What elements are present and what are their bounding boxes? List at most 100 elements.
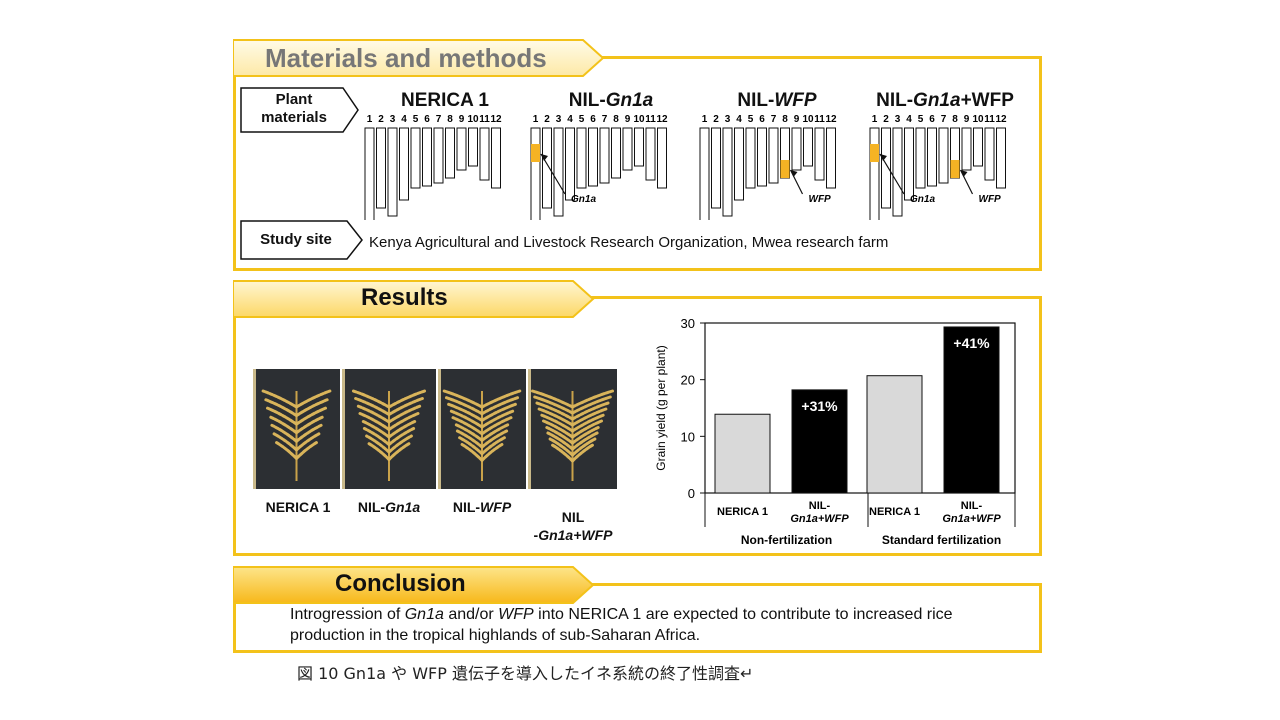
panicle-branch	[480, 442, 504, 462]
y-tick-label: 20	[681, 373, 695, 388]
chromosome-bar	[768, 127, 779, 184]
chromosome-bar	[622, 127, 633, 171]
panicle-branch	[571, 431, 599, 451]
panicle-branch	[365, 434, 391, 454]
panicle-branch	[360, 419, 391, 439]
panicle-branch	[571, 437, 597, 457]
chromosome-number: 1	[533, 114, 539, 125]
chromosome-bar	[553, 127, 564, 217]
chromosome-number: 10	[633, 114, 645, 125]
panicle-branch	[571, 443, 595, 463]
chromosome-number: 11	[645, 114, 656, 125]
arrow-line	[540, 153, 566, 195]
panicle-branch	[272, 432, 298, 452]
chromosome-number: 8	[782, 114, 788, 125]
panicle-branch	[480, 416, 513, 436]
panicle-branch	[571, 401, 610, 421]
panicle-photo-1	[342, 369, 436, 489]
category-label: Gn1a+WFP	[942, 513, 1001, 525]
chromosome-number: 1	[367, 114, 373, 125]
panicle-branch	[387, 397, 424, 416]
panicle-branch	[358, 412, 391, 431]
category-label: NIL-	[809, 500, 831, 512]
panicle-branch	[480, 389, 522, 409]
ruler-edge	[253, 369, 256, 489]
chromosome-bar	[645, 127, 656, 181]
chromosome-number: 2	[883, 114, 889, 125]
y-tick-label: 10	[681, 429, 695, 444]
chromosome-number: 12	[656, 114, 668, 125]
chromosome-bar	[565, 127, 575, 201]
panicle-branch	[480, 422, 511, 442]
chromosome-number: 12	[825, 114, 837, 125]
panicle-photos	[253, 369, 617, 489]
panicle-branch	[539, 413, 574, 433]
chromosome-bar	[984, 127, 995, 181]
chromosome-number: 12	[995, 114, 1007, 125]
chromosome-number: 5	[413, 114, 419, 125]
panicle-branch	[387, 404, 422, 424]
chromosome-number: 5	[748, 114, 754, 125]
panicle-branch	[571, 407, 608, 427]
chromosome-number: 2	[544, 114, 550, 125]
chromosome-bar	[491, 127, 501, 189]
category-label: NERICA 1	[869, 506, 920, 518]
chromosome-bar	[927, 127, 937, 187]
chromosome-bar	[869, 127, 880, 220]
figure-caption: 図 10 Gn1a や WFP 遺伝子を導入したイネ系統の終了性調査↵	[297, 664, 754, 683]
chromosome-bar	[588, 127, 598, 187]
variety-title-nil-wfp: NIL-WFP	[737, 90, 817, 111]
arrow-head	[790, 170, 798, 177]
panicle-branch	[455, 429, 484, 449]
panicle-branch	[571, 413, 606, 433]
chromosome-bar	[892, 127, 903, 217]
chromosome-bar	[468, 127, 478, 167]
bar-label: +41%	[953, 335, 990, 351]
ruler-edge	[528, 369, 531, 489]
chromosome-bar	[745, 127, 756, 189]
panicle-branch	[295, 432, 321, 452]
chromosome-number: 2	[713, 114, 719, 125]
chromosome-number: 7	[602, 114, 608, 125]
plant-materials-tag	[240, 87, 359, 133]
panicle-branch	[442, 389, 484, 409]
panicle-branch	[480, 429, 509, 449]
gene-label: WFP	[979, 194, 1002, 205]
chromosome-number: 6	[759, 114, 765, 125]
panicle-branch	[571, 425, 601, 445]
gene-label: Gn1a	[571, 194, 596, 205]
panicle-branch	[453, 422, 484, 442]
panicle-branch	[531, 389, 574, 409]
chromosome-number: 9	[964, 114, 970, 125]
panicle-branch	[460, 442, 484, 462]
bar-0	[714, 413, 771, 494]
panicle-branch	[295, 389, 332, 409]
chromosome-number: 6	[590, 114, 596, 125]
chromosome-number: 6	[929, 114, 935, 125]
chromosome-bar	[479, 127, 490, 181]
chromosome-bar	[542, 127, 552, 209]
chromosome-bar	[973, 127, 983, 167]
chromosome-bar	[657, 127, 667, 189]
panicle-branch	[274, 440, 298, 460]
panicle-branch	[480, 402, 517, 422]
panicle-branch	[571, 395, 612, 415]
chromosome-number: 11	[814, 114, 825, 125]
chromosome-bar	[376, 127, 386, 209]
chromosome-number: 1	[872, 114, 878, 125]
photo-label-nil-gn1a: NIL-Gn1a	[357, 499, 421, 515]
chromosome-number: 3	[390, 114, 396, 125]
chromosome-bar	[938, 127, 949, 184]
chromosome-bar	[611, 127, 621, 179]
study-site-label: Study site	[260, 231, 332, 248]
category-label: NIL-	[961, 500, 983, 512]
chromosome-number: 4	[401, 114, 407, 125]
category-label: Gn1a+WFP	[790, 513, 849, 525]
chromosome-bar	[634, 127, 644, 167]
arrow-head	[960, 170, 968, 177]
panicle-branch	[295, 406, 327, 426]
chromosome-bar	[433, 127, 444, 184]
